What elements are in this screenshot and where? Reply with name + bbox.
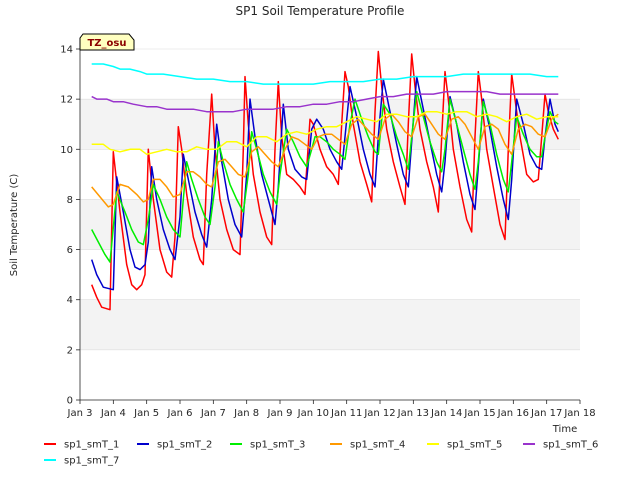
x-axis-title: Time — [552, 424, 577, 435]
grid-band — [80, 99, 580, 150]
legend-label-sp1_smT_1: sp1_smT_1 — [64, 440, 119, 451]
plot-area: Jan 3 Jan 4 Jan 5 Jan 6 Jan 7 Jan 8 Jan 9 Jan 1… — [60, 45, 595, 420]
x-tick-label: Jan 9 — [267, 408, 293, 419]
legend-label-sp1_smT_5: sp1_smT_5 — [447, 440, 502, 451]
site-badge-label: TZ_osu — [87, 38, 126, 49]
x-tick-label: Jan 13 — [397, 408, 429, 419]
y-tick-label: 2 — [67, 345, 73, 356]
legend-label-sp1_smT_3: sp1_smT_3 — [250, 440, 305, 451]
x-tick-label: Jan 17 — [530, 408, 562, 419]
series-line-sp1_smT_7 — [91, 63, 559, 85]
y-tick-label: 8 — [67, 195, 73, 206]
series-line-sp1_smT_4 — [91, 113, 559, 208]
series-line-sp1_smT_5 — [91, 110, 559, 156]
x-tick-label: Jan 14 — [430, 408, 462, 419]
site-badge: TZ_osu — [79, 33, 135, 51]
grid-band — [80, 299, 580, 350]
x-tick-label: Jan 5 — [133, 408, 159, 419]
legend-label-sp1_smT_7: sp1_smT_7 — [64, 456, 119, 467]
x-tick-label: Jan 12 — [363, 408, 395, 419]
legend-label-sp1_smT_2: sp1_smT_2 — [157, 440, 212, 451]
y-tick-label: 0 — [67, 396, 73, 407]
x-tick-label: Jan 7 — [200, 408, 226, 419]
x-tick-label: Jan 3 — [67, 408, 93, 419]
y-tick-label: 12 — [60, 95, 73, 106]
y-tick-label: 6 — [67, 245, 73, 256]
y-tick-label: 10 — [60, 145, 73, 156]
x-tick-label: Jan 16 — [497, 408, 529, 419]
chart-title: SP1 Soil Temperature Profile — [236, 4, 405, 18]
series-line-sp1_smT_3 — [91, 90, 559, 263]
series-line-sp1_smT_6 — [91, 90, 559, 113]
y-tick-label: 14 — [60, 45, 73, 56]
legend-label-sp1_smT_6: sp1_smT_6 — [543, 440, 598, 451]
series-line-sp1_smT_1 — [91, 50, 559, 311]
y-tick-label: 4 — [67, 295, 73, 306]
y-axis-title: Soil Temperature (C) — [9, 174, 20, 277]
legend: sp1_smT_1 sp1_smT_2 sp1_smT_3 sp1_smT_4 sp1_… — [44, 440, 598, 467]
x-tick-label: Jan 6 — [167, 408, 193, 419]
x-tick-label: Jan 15 — [463, 408, 495, 419]
x-tick-label: Jan 4 — [100, 408, 126, 419]
x-tick-label: Jan 10 — [297, 408, 329, 419]
x-tick-label: Jan 8 — [233, 408, 259, 419]
legend-label-sp1_smT_4: sp1_smT_4 — [350, 440, 405, 451]
x-tick-label: Jan 18 — [563, 408, 595, 419]
x-tick-label: Jan 11 — [330, 408, 362, 419]
